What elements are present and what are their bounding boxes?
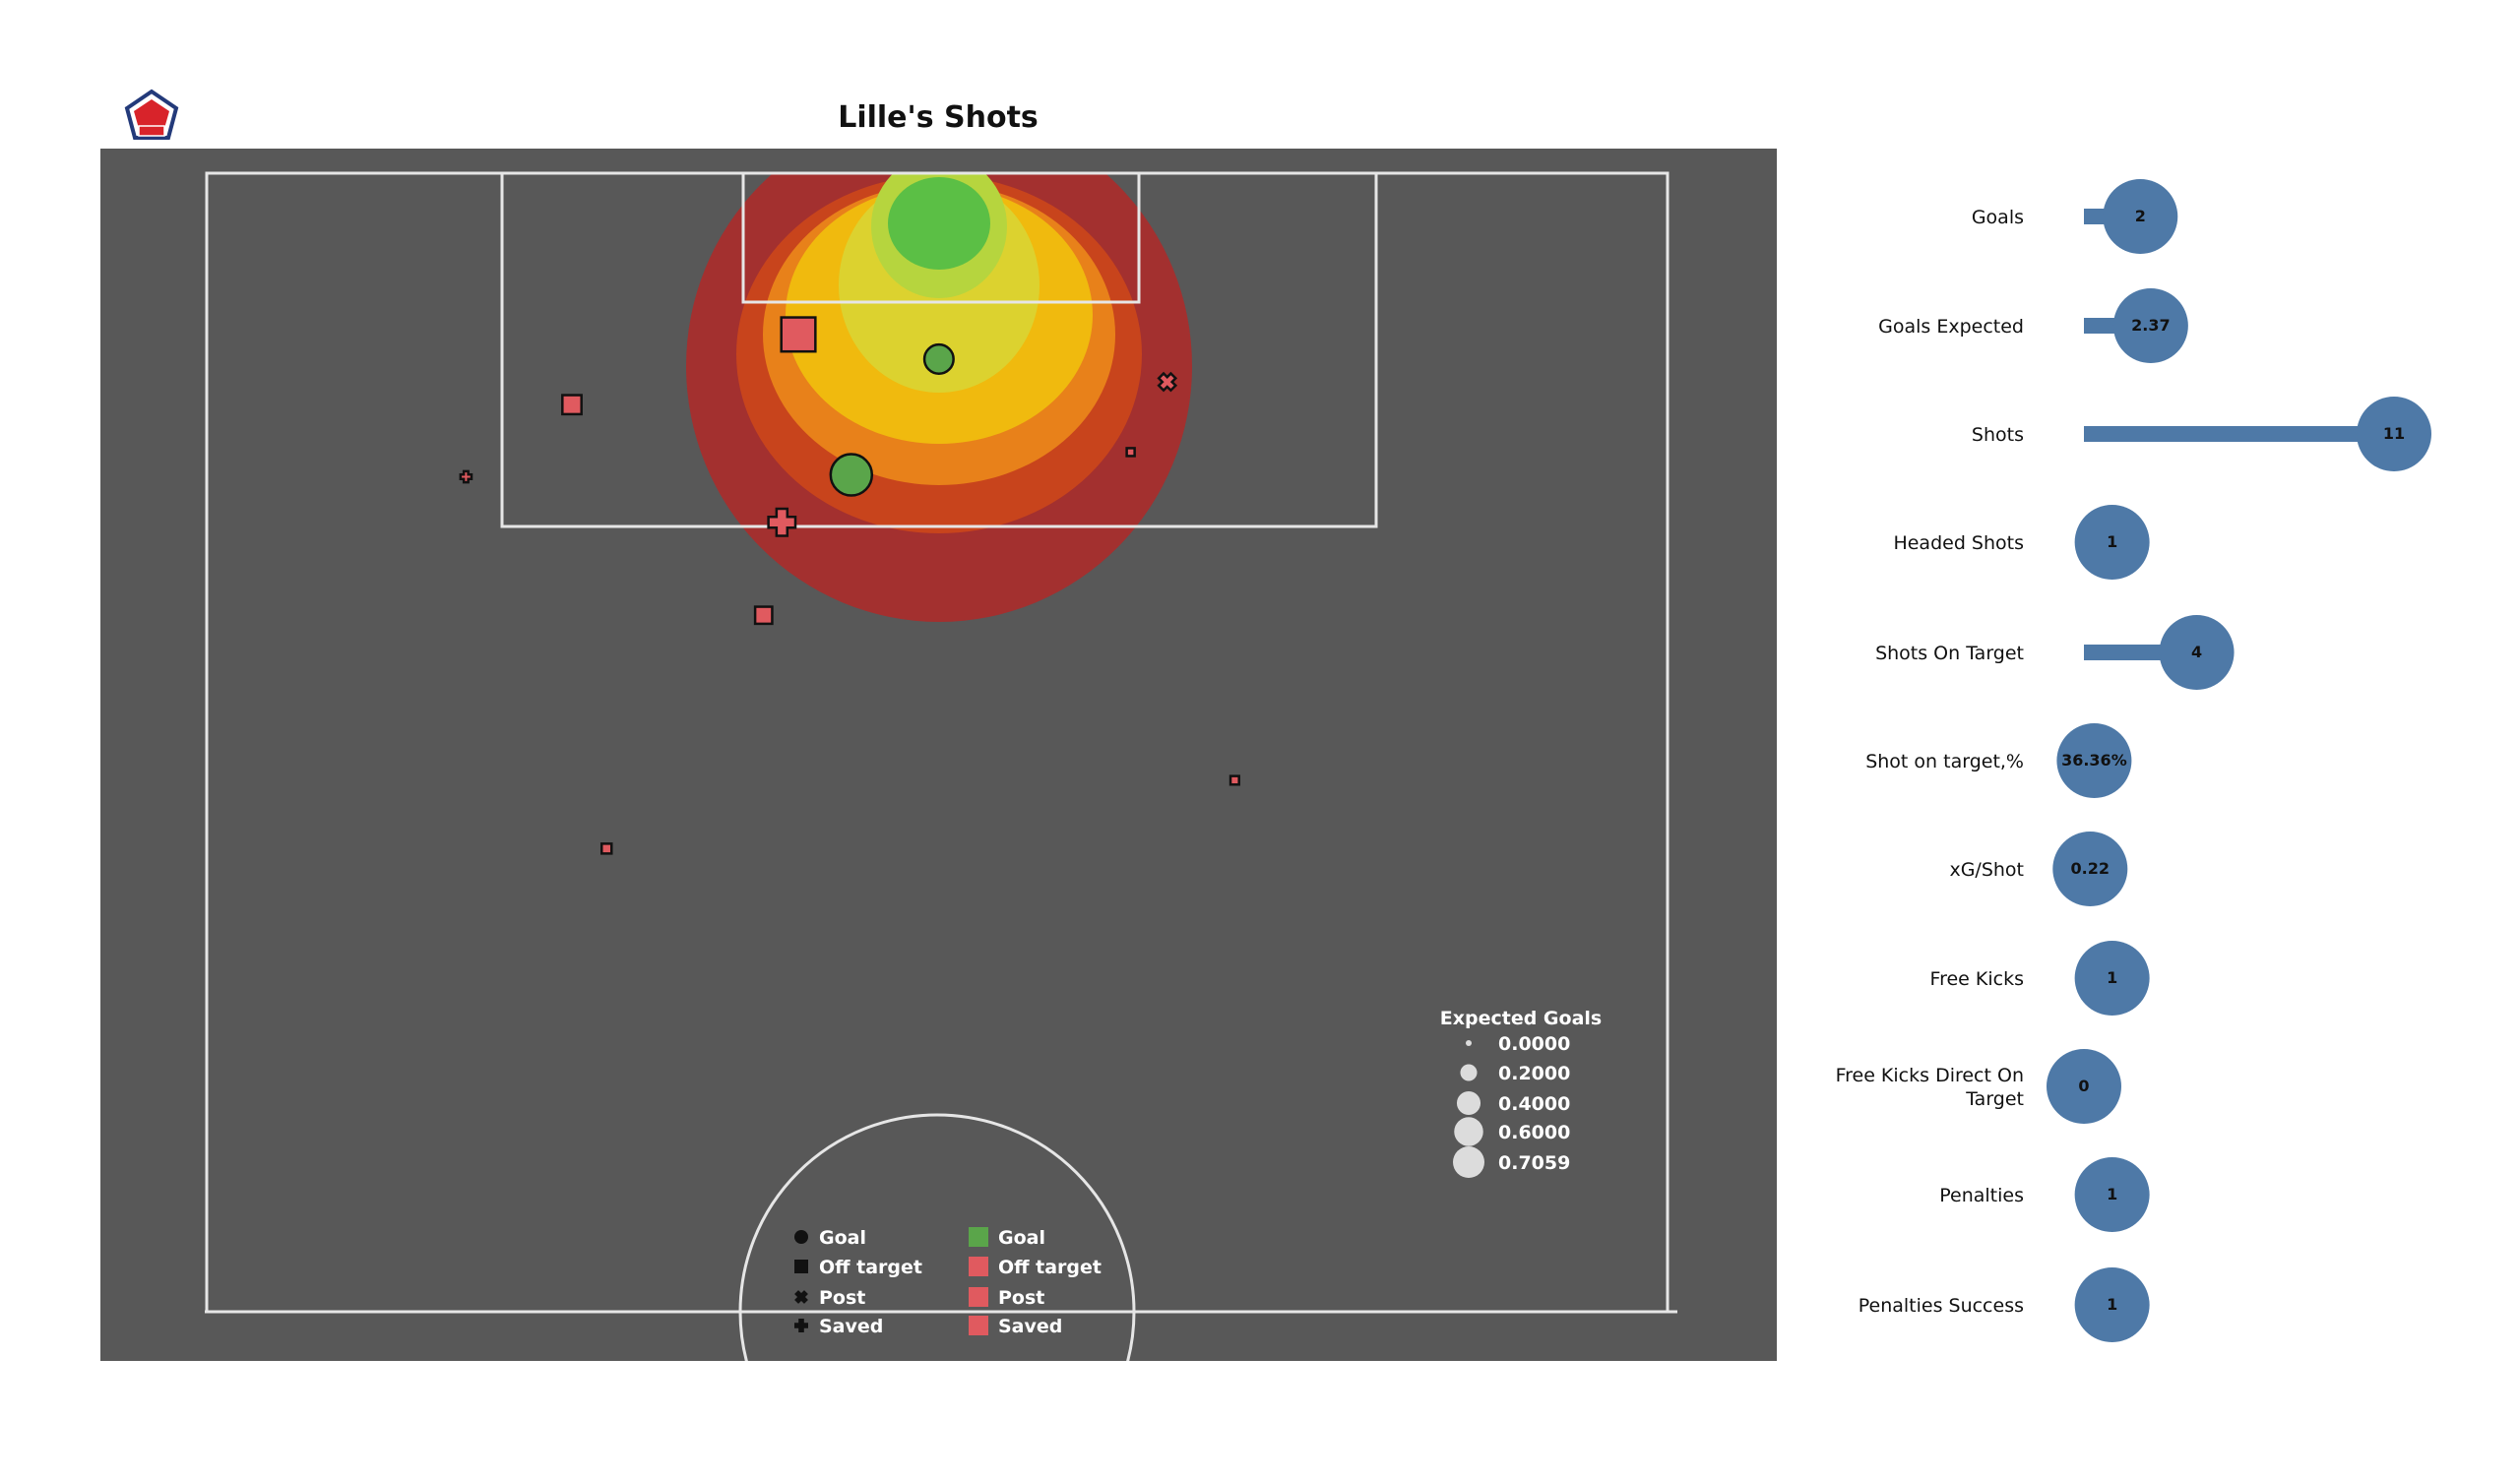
color-legend-swatch xyxy=(969,1316,988,1335)
color-legend-swatch xyxy=(969,1287,988,1307)
size-legend-label: 0.0000 xyxy=(1498,1033,1570,1055)
club-logo xyxy=(124,89,179,140)
size-legend-circle xyxy=(1456,1090,1481,1116)
stat-bubble xyxy=(2074,941,2150,1016)
size-legend-circle xyxy=(1460,1064,1478,1081)
shape-legend-label: Goal xyxy=(819,1227,866,1249)
stat-row: 36.36% Shot on target,% xyxy=(1865,723,2132,798)
shape-legend-marker xyxy=(794,1319,808,1332)
stat-row: 1 Penalties Success xyxy=(1858,1267,2150,1342)
stat-bubble xyxy=(2103,179,2178,254)
stat-row: 1 Penalties xyxy=(1939,1157,2150,1232)
size-legend-label: 0.6000 xyxy=(1498,1122,1570,1143)
shot-marker-off-target xyxy=(1125,447,1136,458)
stat-value: 11 xyxy=(2383,424,2405,443)
stat-label: Shots On Target xyxy=(1875,643,2024,664)
stat-bubble xyxy=(2047,1049,2121,1124)
stat-bubble xyxy=(2074,505,2150,580)
shot-marker-off-target xyxy=(1228,774,1240,786)
color-legend-swatch xyxy=(969,1227,988,1247)
stat-value: 4 xyxy=(2191,643,2202,661)
stat-value: 1 xyxy=(2107,968,2117,987)
six-yard-box xyxy=(741,171,1141,304)
stat-row: 11 Shots xyxy=(1972,397,2431,471)
shot-marker-saved xyxy=(767,507,797,537)
chart-title: Lille's Shots xyxy=(838,100,1039,135)
stat-bar xyxy=(2084,426,2394,442)
stat-label: Goals xyxy=(1972,207,2024,228)
shape-legend-label: Saved xyxy=(819,1316,883,1337)
stat-row: 2.37 Goals Expected xyxy=(1878,288,2188,363)
stat-label: Penalties xyxy=(1939,1185,2024,1206)
stat-label: Shot on target,% xyxy=(1865,751,2024,772)
color-legend-label: Saved xyxy=(998,1316,1062,1337)
stat-bubble xyxy=(2357,397,2431,471)
pitch-lines xyxy=(205,171,1677,1361)
stat-label: xG/Shot xyxy=(1949,859,2024,881)
shot-marker-off-target xyxy=(599,842,613,855)
color-legend-label: Off target xyxy=(998,1257,1102,1278)
centre-circle xyxy=(738,1113,1136,1361)
stat-row: 0 Free Kicks Direct On Target xyxy=(1836,1049,2121,1124)
size-legend-label: 0.4000 xyxy=(1498,1093,1570,1115)
size-legend-circle xyxy=(1453,1146,1484,1178)
color-legend-label: Post xyxy=(998,1287,1044,1309)
stat-value: 0 xyxy=(2078,1077,2089,1095)
shot-marker-post xyxy=(1157,371,1178,393)
size-legend-circle xyxy=(1466,1040,1472,1046)
outcome-legend: Goal Goal Off target Off target Post Post Save… xyxy=(794,1227,1102,1337)
xg-heatmap xyxy=(686,173,1192,622)
stat-row: 1 Free Kicks xyxy=(1930,941,2150,1016)
stat-bubble xyxy=(2052,832,2128,906)
stat-row: 4 Shots On Target xyxy=(1875,615,2235,690)
shape-legend-label: Post xyxy=(819,1287,865,1309)
stat-row: 1 Headed Shots xyxy=(1893,505,2150,580)
stat-value: 1 xyxy=(2107,1295,2117,1314)
size-legend-label: 0.2000 xyxy=(1498,1063,1570,1084)
stat-row: 2 Goals xyxy=(1972,179,2178,254)
shot-marker-goal xyxy=(829,453,874,497)
shot-marker-saved xyxy=(459,469,473,484)
stat-bubble xyxy=(2159,615,2235,690)
size-legend-label: 0.7059 xyxy=(1498,1152,1570,1174)
shot-markers xyxy=(459,316,1240,855)
shot-marker-goal xyxy=(922,342,955,375)
stat-value: 1 xyxy=(2107,532,2117,551)
stat-label: Free Kicks Direct On Target xyxy=(1836,1065,2024,1110)
stat-bubble xyxy=(2074,1157,2150,1232)
shape-legend-marker xyxy=(794,1230,808,1244)
shot-marker-off-target xyxy=(561,394,583,416)
stat-value: 0.22 xyxy=(2071,859,2110,878)
stat-row: 0.22 xG/Shot xyxy=(1949,832,2128,906)
stat-label: Shots xyxy=(1972,424,2024,446)
shape-legend-marker xyxy=(794,1260,808,1273)
stat-label: Penalties Success xyxy=(1858,1295,2024,1317)
stat-value: 2 xyxy=(2135,207,2146,225)
stat-value: 36.36% xyxy=(2061,751,2127,770)
shape-legend-marker xyxy=(794,1290,808,1304)
stat-label: Free Kicks xyxy=(1930,968,2024,990)
shot-marker-off-target xyxy=(780,316,817,353)
heatmap-contour-6 xyxy=(888,177,990,270)
stat-label: Goals Expected xyxy=(1878,316,2024,338)
stat-bubble xyxy=(2056,723,2132,798)
color-legend-swatch xyxy=(969,1257,988,1276)
stat-value: 2.37 xyxy=(2131,316,2170,335)
size-legend-title: Expected Goals xyxy=(1440,1008,1602,1029)
stat-value: 1 xyxy=(2107,1185,2117,1203)
stat-bubble xyxy=(2112,288,2188,363)
color-legend-label: Goal xyxy=(998,1227,1045,1249)
size-legend-circle xyxy=(1454,1117,1483,1146)
shape-legend-label: Off target xyxy=(819,1257,922,1278)
stat-label: Headed Shots xyxy=(1893,532,2024,554)
xg-size-legend: Expected Goals 0.0000 0.2000 0.4000 0.6000 0… xyxy=(1440,1008,1602,1178)
stat-bubble xyxy=(2074,1267,2150,1342)
shot-marker-off-target xyxy=(753,605,774,626)
